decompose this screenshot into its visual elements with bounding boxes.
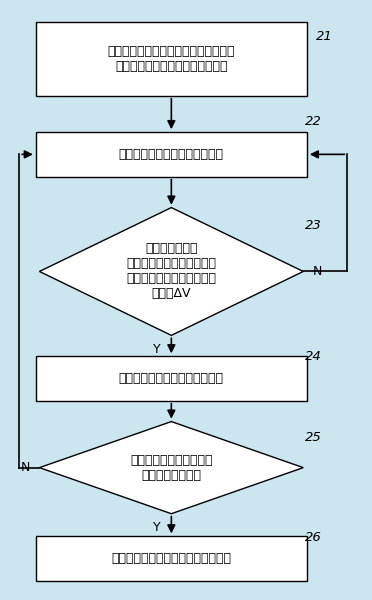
Text: 22: 22 <box>305 115 322 128</box>
Text: Y: Y <box>153 521 160 534</box>
Text: 当未充电的任一
充电支路的电池组与充电的
所有电支路的电池组的电压
差达到ΔV: 当未充电的任一 充电支路的电池组与充电的 所有电支路的电池组的电压 差达到ΔV <box>126 242 217 301</box>
Polygon shape <box>39 422 303 514</box>
FancyBboxPatch shape <box>36 22 307 96</box>
Text: 判断充电的任一充电支路
的电池组是否充满: 判断充电的任一充电支路 的电池组是否充满 <box>130 454 212 482</box>
Text: 23: 23 <box>305 219 322 232</box>
FancyBboxPatch shape <box>36 132 307 176</box>
Text: 24: 24 <box>305 350 322 363</box>
Text: N: N <box>312 265 322 278</box>
Polygon shape <box>39 208 303 335</box>
Text: 26: 26 <box>305 531 322 544</box>
Text: 控制所有充电的充电支路的开关断开: 控制所有充电的充电支路的开关断开 <box>111 552 231 565</box>
FancyBboxPatch shape <box>36 356 307 401</box>
Text: Y: Y <box>153 343 160 356</box>
FancyBboxPatch shape <box>36 536 307 581</box>
Text: 21: 21 <box>316 30 333 43</box>
Text: 采集并比较每一电池组电压，控制电池
组电压最小的充电支路的开关闭合: 采集并比较每一电池组电压，控制电池 组电压最小的充电支路的开关闭合 <box>108 44 235 73</box>
Text: N: N <box>21 461 30 474</box>
Text: 实时采集所有充电的电池组电压: 实时采集所有充电的电池组电压 <box>119 148 224 161</box>
Text: 25: 25 <box>305 431 322 445</box>
Text: 控制该任一充电支路的开关闭合: 控制该任一充电支路的开关闭合 <box>119 372 224 385</box>
